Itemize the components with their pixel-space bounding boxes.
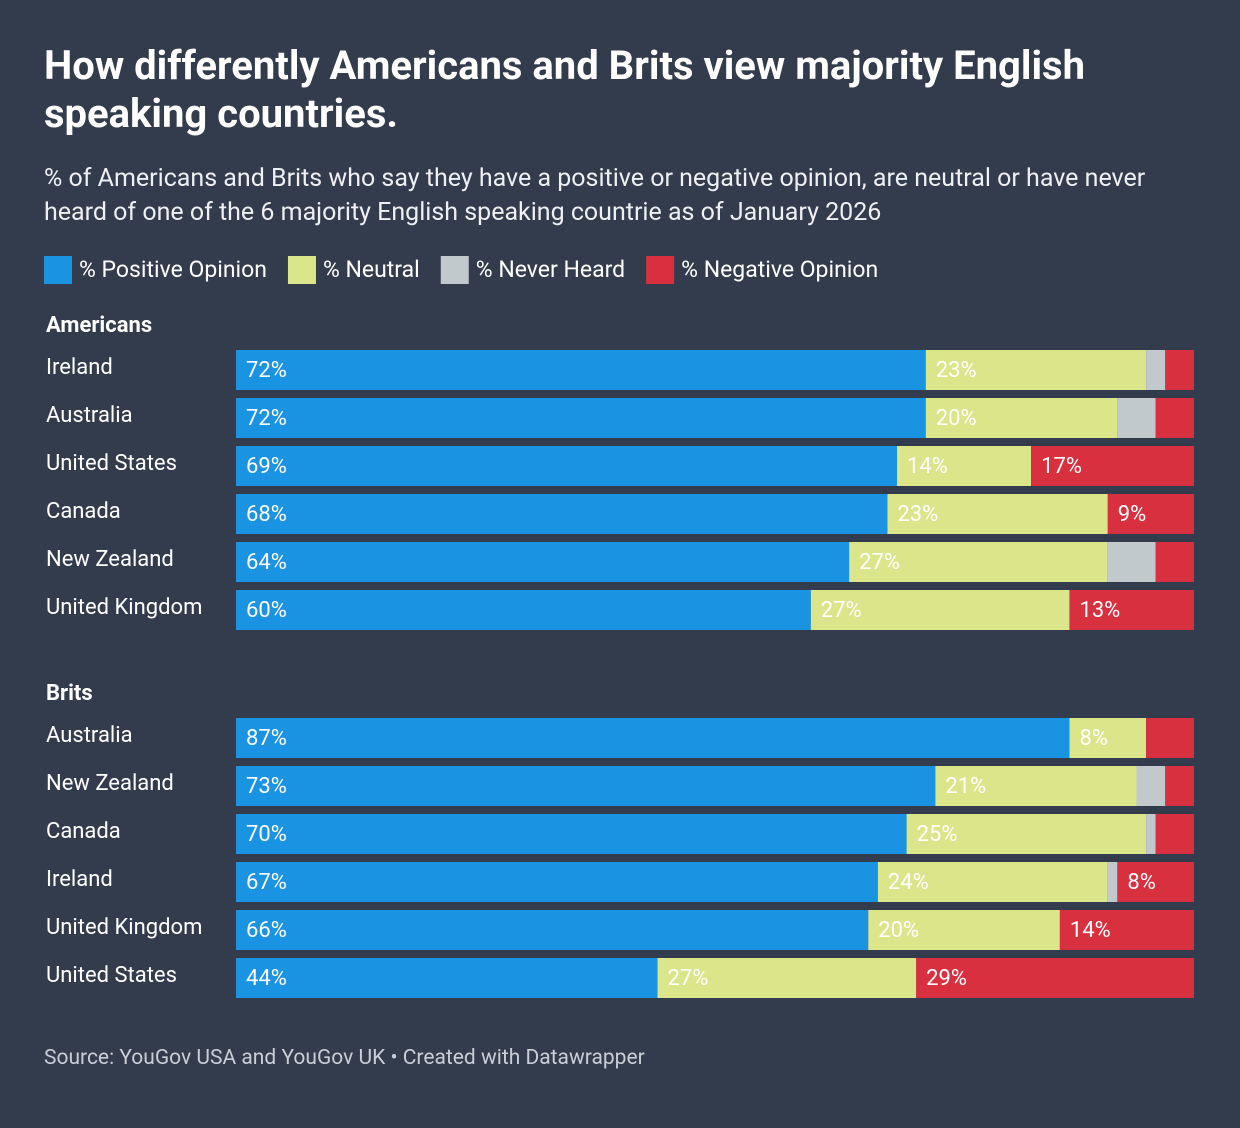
category-label: New Zealand (46, 771, 174, 796)
bar-segment (1117, 862, 1194, 902)
value-label: 21% (945, 774, 986, 799)
value-label: 27% (859, 550, 900, 575)
bar-segment (1136, 766, 1166, 806)
value-label: 73% (246, 774, 287, 799)
legend-swatch (287, 256, 316, 284)
bar-segment (236, 542, 850, 582)
value-label: 23% (936, 358, 977, 383)
category-label: United States (46, 451, 177, 476)
value-label: 9% (1118, 502, 1146, 527)
bar-segment (236, 494, 888, 534)
bar-segment (1059, 910, 1194, 950)
legend-label: % Negative Opinion (681, 256, 878, 283)
bar-segment (1165, 766, 1194, 806)
bar-segment (935, 766, 1137, 806)
category-label: Canada (46, 499, 121, 524)
value-label: 14% (1070, 918, 1111, 943)
bar-segment (1069, 718, 1147, 758)
bar-segment (1155, 398, 1194, 438)
subtitle: % of Americans and Brits who say they ha… (44, 164, 1146, 227)
category-label: United States (46, 963, 177, 988)
bar-segment (868, 910, 1060, 950)
bar-segment (1031, 446, 1194, 486)
category-label: Australia (46, 723, 133, 748)
value-label: 64% (246, 550, 287, 575)
legend-label: % Positive Opinion (79, 256, 267, 283)
bar-segment (1146, 350, 1166, 390)
bar-segment (1117, 398, 1156, 438)
value-label: 14% (907, 454, 948, 479)
value-label: 29% (926, 966, 967, 991)
value-label: 20% (936, 406, 977, 431)
bar-segment (657, 958, 917, 998)
bar-segment (236, 398, 926, 438)
value-label: 13% (1079, 598, 1120, 623)
value-label: 20% (878, 918, 919, 943)
bar-segment (925, 350, 1147, 390)
legend-label: % Neutral (323, 256, 420, 283)
bar-segment (1155, 814, 1194, 854)
value-label: 17% (1041, 454, 1082, 479)
value-label: 72% (246, 358, 287, 383)
legend-label: % Never Heard (476, 256, 625, 283)
bar-segment (1107, 494, 1194, 534)
source: Source: YouGov USA and YouGov UK • Creat… (44, 1046, 645, 1070)
category-label: Australia (46, 403, 133, 428)
bar-segment (236, 862, 878, 902)
title: How differently Americans and Brits view… (44, 42, 1086, 137)
value-label: 69% (246, 454, 287, 479)
bar-segment (236, 718, 1070, 758)
group-title: Americans (46, 313, 152, 338)
category-label: Ireland (46, 355, 113, 380)
value-label: 72% (246, 406, 287, 431)
value-label: 68% (246, 502, 287, 527)
bar-segment (236, 590, 811, 630)
bar-segment (849, 542, 1108, 582)
category-label: United Kingdom (46, 595, 202, 620)
bar-segment (1069, 590, 1194, 630)
value-label: 25% (917, 822, 958, 847)
bar-segment (925, 398, 1118, 438)
category-label: United Kingdom (46, 915, 202, 940)
value-label: 24% (888, 870, 929, 895)
bar-segment (810, 590, 1070, 630)
legend-swatch (44, 256, 72, 284)
value-label: 27% (821, 598, 862, 623)
value-label: 60% (246, 598, 287, 623)
value-label: 44% (246, 966, 287, 991)
group-title: Brits (46, 681, 93, 706)
legend-swatch (646, 256, 675, 284)
bar-segment (1155, 542, 1194, 582)
bar-segment (887, 494, 1108, 534)
category-label: New Zealand (46, 547, 174, 572)
bar-segment (877, 862, 1108, 902)
bar-segment (236, 350, 926, 390)
value-label: 23% (897, 502, 938, 527)
legend-swatch (440, 256, 469, 284)
bar-segment (1165, 350, 1194, 390)
value-label: 8% (1127, 870, 1155, 895)
bar-segment (1146, 718, 1194, 758)
bar-segment (1146, 814, 1156, 854)
bar-segment (236, 910, 869, 950)
value-label: 67% (246, 870, 287, 895)
value-label: 70% (246, 822, 287, 847)
value-label: 8% (1079, 726, 1107, 751)
value-label: 87% (246, 726, 287, 751)
category-label: Canada (46, 819, 121, 844)
value-label: 27% (668, 966, 709, 991)
bar-segment (236, 814, 907, 854)
bar-segment (236, 766, 936, 806)
bar-segment (897, 446, 1032, 486)
bar-segment (236, 958, 658, 998)
category-label: Ireland (46, 867, 113, 892)
bar-segment (1107, 862, 1118, 902)
value-label: 66% (246, 918, 287, 943)
bar-segment (916, 958, 1194, 998)
bar-segment (236, 446, 898, 486)
bar-segment (1107, 542, 1156, 582)
bar-segment (906, 814, 1147, 854)
